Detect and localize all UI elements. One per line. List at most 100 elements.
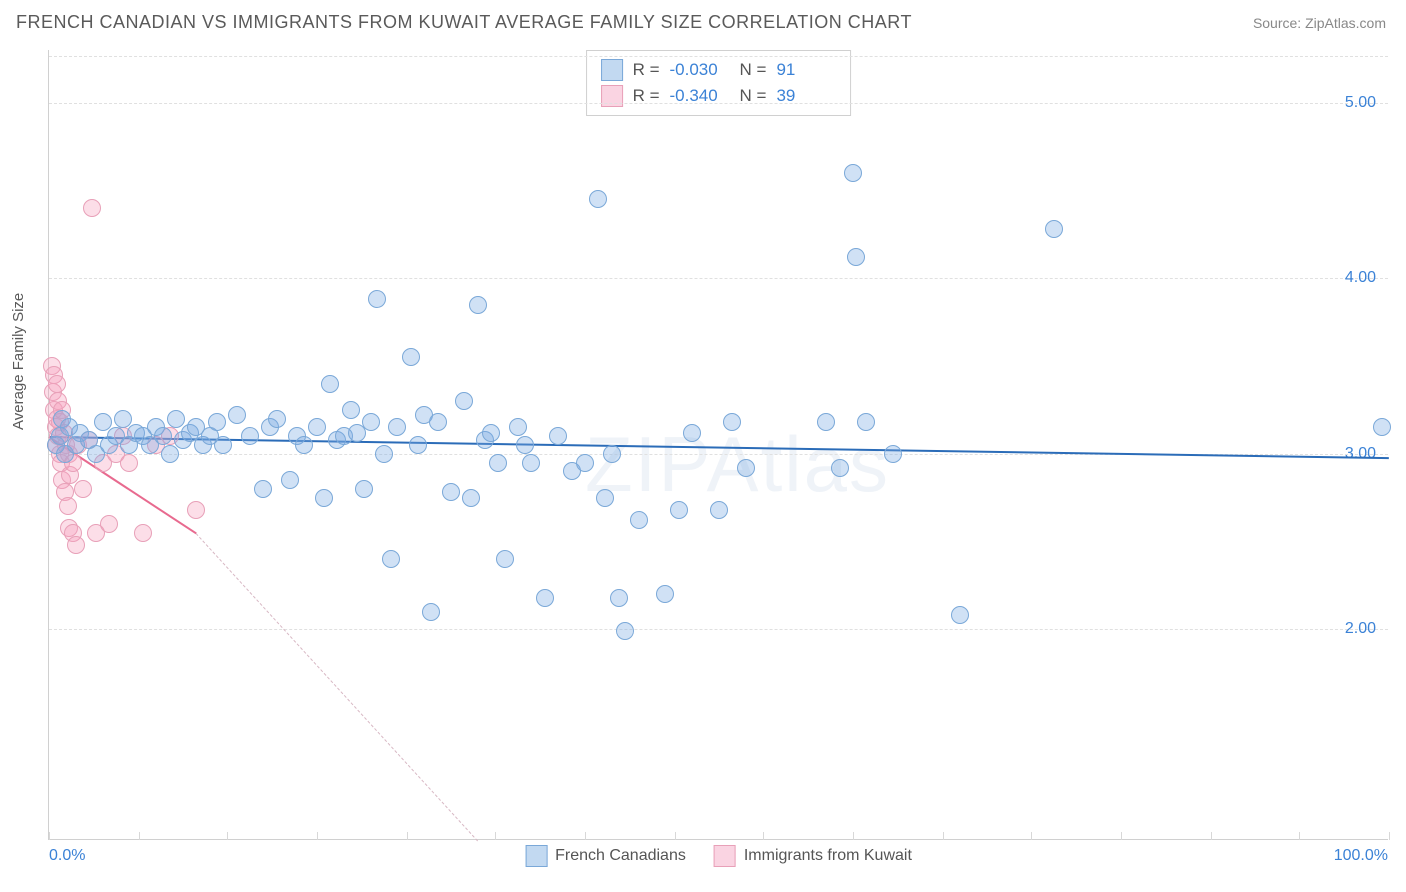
legend-swatch-icon [601, 85, 623, 107]
data-point [549, 427, 567, 445]
x-tick [1211, 832, 1212, 840]
x-tick [495, 832, 496, 840]
data-point [342, 401, 360, 419]
data-point [208, 413, 226, 431]
gridline-h [49, 629, 1388, 630]
stats-row: R =-0.340N =39 [601, 83, 837, 109]
data-point [1045, 220, 1063, 238]
x-tick [49, 832, 50, 840]
data-point [67, 536, 85, 554]
y-tick-label: 5.00 [1345, 94, 1376, 112]
r-label: R = [633, 60, 660, 80]
data-point [167, 410, 185, 428]
data-point [74, 480, 92, 498]
data-point [241, 427, 259, 445]
data-point [375, 445, 393, 463]
chart-header: FRENCH CANADIAN VS IMMIGRANTS FROM KUWAI… [0, 0, 1406, 41]
gridline-h [49, 103, 1388, 104]
data-point [187, 501, 205, 519]
data-point [482, 424, 500, 442]
y-tick-label: 3.00 [1345, 445, 1376, 463]
legend-swatch-icon [714, 845, 736, 867]
data-point [83, 199, 101, 217]
data-point [388, 418, 406, 436]
x-tick [585, 832, 586, 840]
legend-swatch-icon [601, 59, 623, 81]
data-point [268, 410, 286, 428]
legend-label: French Canadians [555, 847, 686, 865]
x-tick-label: 0.0% [49, 847, 85, 865]
data-point [368, 290, 386, 308]
data-point [422, 603, 440, 621]
data-point [951, 606, 969, 624]
stats-row: R = -0.030 N = 91 [601, 57, 837, 83]
data-point [589, 190, 607, 208]
x-tick [763, 832, 764, 840]
data-point [516, 436, 534, 454]
x-tick [853, 832, 854, 840]
data-point [59, 497, 77, 515]
data-point [469, 296, 487, 314]
data-point [295, 436, 313, 454]
data-point [596, 489, 614, 507]
data-point [710, 501, 728, 519]
data-point [154, 427, 172, 445]
data-point [603, 445, 621, 463]
data-point [496, 550, 514, 568]
data-point [831, 459, 849, 477]
r-value: -0.030 [670, 60, 730, 80]
data-point [656, 585, 674, 603]
gridline-h [49, 278, 1388, 279]
data-point [455, 392, 473, 410]
x-tick-label: 100.0% [1334, 847, 1388, 865]
data-point [120, 454, 138, 472]
series-legend: French Canadians Immigrants from Kuwait [525, 845, 912, 867]
legend-swatch-icon [525, 845, 547, 867]
x-tick [1121, 832, 1122, 840]
x-tick [1299, 832, 1300, 840]
data-point [402, 348, 420, 366]
chart-title: FRENCH CANADIAN VS IMMIGRANTS FROM KUWAI… [16, 12, 912, 33]
data-point [362, 413, 380, 431]
trend-line [196, 533, 478, 841]
data-point [723, 413, 741, 431]
x-tick [407, 832, 408, 840]
data-point [134, 524, 152, 542]
data-point [509, 418, 527, 436]
n-value: 91 [776, 60, 836, 80]
data-point [683, 424, 701, 442]
data-point [576, 454, 594, 472]
data-point [214, 436, 232, 454]
data-point [254, 480, 272, 498]
data-point [610, 589, 628, 607]
data-point [409, 436, 427, 454]
data-point [161, 445, 179, 463]
x-tick [317, 832, 318, 840]
x-tick [1031, 832, 1032, 840]
data-point [355, 480, 373, 498]
data-point [670, 501, 688, 519]
data-point [462, 489, 480, 507]
data-point [442, 483, 460, 501]
data-point [429, 413, 447, 431]
data-point [737, 459, 755, 477]
n-label: N = [740, 60, 767, 80]
legend-label: Immigrants from Kuwait [744, 847, 912, 865]
data-point [536, 589, 554, 607]
data-point [308, 418, 326, 436]
data-point [48, 375, 66, 393]
legend-item: Immigrants from Kuwait [714, 845, 912, 867]
data-point [228, 406, 246, 424]
x-tick [227, 832, 228, 840]
x-tick [943, 832, 944, 840]
y-axis-label: Average Family Size [10, 293, 27, 430]
legend-item: French Canadians [525, 845, 686, 867]
data-point [630, 511, 648, 529]
data-point [844, 164, 862, 182]
chart-plot-area: ZIPAtlas R =-0.030N =91R =-0.340N =39 Fr… [48, 50, 1388, 840]
data-point [489, 454, 507, 472]
data-point [616, 622, 634, 640]
gridline-h [49, 56, 1388, 57]
data-point [817, 413, 835, 431]
data-point [857, 413, 875, 431]
